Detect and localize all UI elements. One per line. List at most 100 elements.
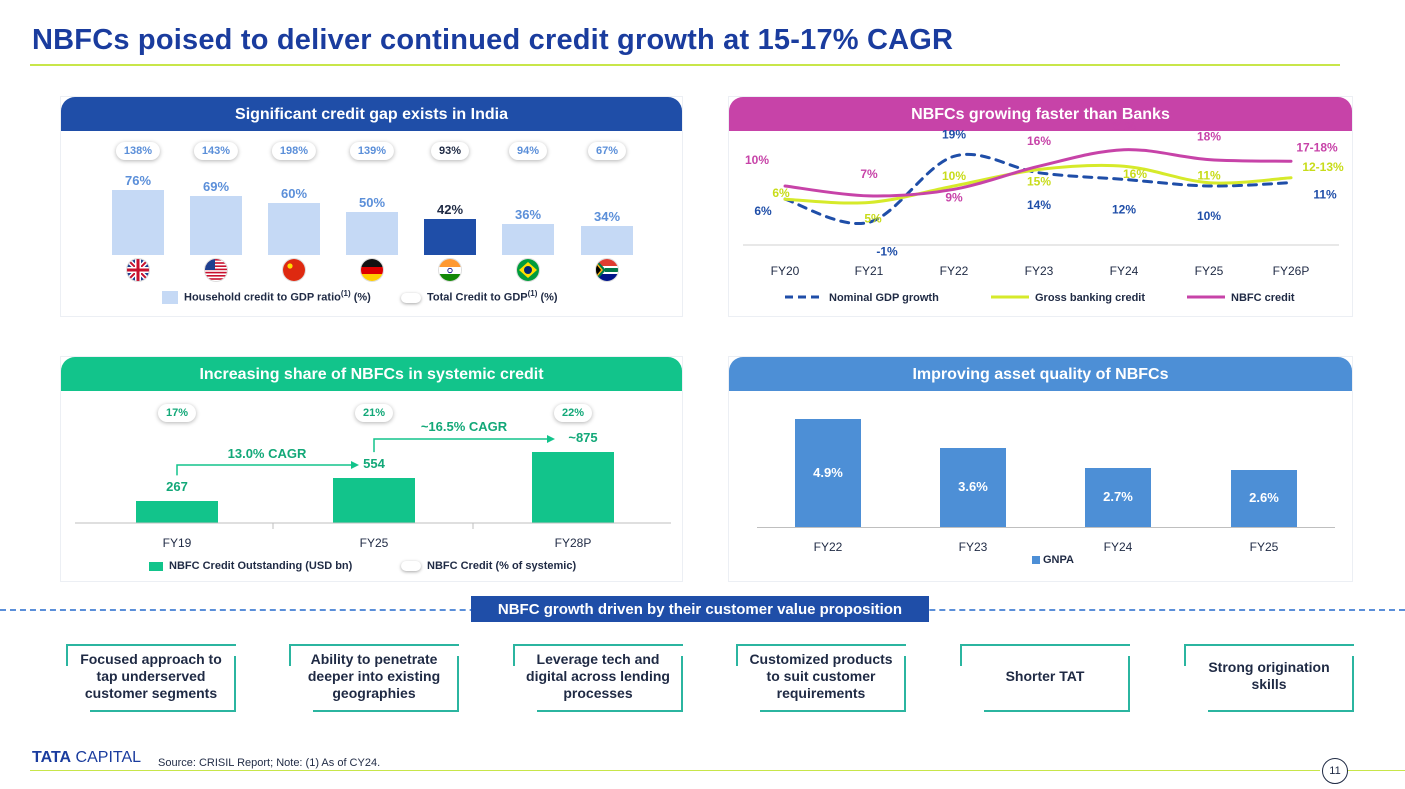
nbfc-credit-bar (333, 478, 415, 523)
nbfc-credit-label: 17-18% (1296, 140, 1338, 154)
household-bar (502, 224, 554, 255)
x-tick-label: FY25 (1249, 540, 1279, 554)
banking-credit-legend-text: Gross banking credit (1035, 292, 1145, 304)
x-tick-label: FY28P (554, 536, 592, 550)
legend-household: Household credit to GDP ratio(1) (%) (162, 289, 371, 305)
gnpa-value-label: 2.6% (1249, 490, 1279, 506)
footer-rule-right (1347, 770, 1405, 771)
share-chart: 267 17% FY19 554 21% FY25 ~875 22% FY28P 13.0% CA… (61, 357, 682, 581)
banking-credit-label: 6% (772, 186, 790, 200)
vp-card-left-border (289, 644, 291, 666)
household-value-label: 34% (593, 208, 621, 224)
gdp-growth-label: 11% (1313, 188, 1337, 202)
vp-card-top-border (513, 644, 683, 646)
source-note: Source: CRISIL Report; Note: (1) As of C… (158, 757, 381, 769)
gdp-growth-label: 6% (754, 204, 772, 218)
nbfc-credit-value-label: 267 (166, 479, 188, 495)
vp-card-right-border (234, 656, 236, 712)
vp-card-top-border (960, 644, 1130, 646)
x-tick-label: FY25 (1195, 264, 1224, 278)
page-number: 11 (1322, 758, 1348, 784)
logo-bold: TATA (32, 749, 72, 766)
vp-card-bottom-border (90, 710, 236, 712)
total-credit-label: 198% (271, 142, 317, 160)
total-credit-label: 94% (508, 142, 548, 160)
asset-chart: 4.9% FY22 3.6% FY23 2.7% FY24 2.6% FY25 GNPA (729, 357, 1352, 581)
value-prop-card: Ability to penetrate deeper into existin… (289, 644, 459, 712)
nbfc-credit-bar (532, 452, 614, 523)
vp-card-right-border (681, 656, 683, 712)
legend-household-swatch (162, 291, 178, 305)
asset-panel: Improving asset quality of NBFCs 4.9% FY2… (728, 356, 1353, 582)
x-tick-label: FY23 (958, 540, 988, 554)
footer-rule (30, 770, 1320, 771)
value-prop-text: Strong origination skills (1208, 659, 1330, 692)
banking-credit-label: 10% (942, 169, 966, 183)
gdp-growth-label: 12% (1112, 202, 1136, 216)
total-credit-label: 143% (193, 142, 239, 160)
legend-credit-text: NBFC Credit Outstanding (USD bn) (169, 560, 353, 572)
cagr-arrow-2 (373, 438, 547, 453)
legend-total-swatch (401, 292, 421, 303)
vp-card-right-border (457, 656, 459, 712)
gnpa-value-label: 2.7% (1103, 489, 1133, 505)
vp-card-left-border (960, 644, 962, 666)
banking-credit-line (783, 163, 1293, 205)
legend-gnpa-swatch (1032, 556, 1040, 565)
vp-card-top-border (736, 644, 906, 646)
household-value-label: 60% (280, 186, 308, 202)
value-prop-card: Focused approach to tap underserved cust… (66, 644, 236, 712)
household-bar (112, 189, 164, 255)
credit-gap-header: Significant credit gap exists in India (61, 97, 682, 131)
legend-systemic-swatch (401, 561, 421, 572)
nbfc-credit-label: 9% (945, 190, 963, 204)
household-bar (581, 225, 633, 255)
legend-systemic-share: NBFC Credit (% of systemic) (401, 560, 576, 572)
total-credit-label: 139% (349, 142, 395, 160)
vp-card-right-border (1128, 656, 1130, 712)
cagr-arrow-1 (176, 464, 351, 476)
total-credit-label: 93% (430, 142, 470, 160)
gnpa-value-label: 3.6% (958, 479, 988, 495)
legend-credit-outstanding: NBFC Credit Outstanding (USD bn) (149, 560, 352, 572)
nbfc-credit-label: 7% (860, 167, 878, 181)
banking-credit-label: 16% (1123, 167, 1147, 181)
credit-gap-panel: Significant credit gap exists in India 7… (60, 96, 683, 317)
india-flag-icon (438, 258, 462, 282)
nbfc-credit-legend-text: NBFC credit (1231, 292, 1295, 304)
vp-card-bottom-border (537, 710, 683, 712)
legend-household-unit: (%) (350, 291, 371, 304)
value-prop-card: Leverage tech and digital across lending… (513, 644, 683, 712)
cagr-label-1: 13.0% CAGR (227, 446, 307, 461)
household-value-label: 69% (202, 178, 230, 194)
legend-total-text: Total Credit to GDP (427, 291, 528, 304)
growth-panel: NBFCs growing faster than Banks 6% -1% 19%… (728, 96, 1353, 317)
vp-card-bottom-border (760, 710, 906, 712)
gnpa-value-label: 4.9% (813, 465, 843, 481)
value-prop-text: Leverage tech and digital across lending… (526, 650, 670, 701)
x-tick-label: FY24 (1103, 540, 1133, 554)
nbfc-credit-label: 21% (1112, 120, 1136, 134)
banking-credit-label: 15% (1027, 175, 1051, 189)
household-value-label: 50% (358, 195, 386, 210)
household-bar (424, 218, 476, 255)
gdp-growth-label: 14% (1027, 198, 1051, 212)
systemic-share-label: 17% (157, 404, 197, 422)
gnpa-bar (795, 419, 861, 527)
brazil-flag-icon (516, 258, 540, 282)
vp-card-top-border (66, 644, 236, 646)
x-tick-label: FY19 (162, 536, 192, 550)
nbfc-credit-value-label: ~875 (568, 430, 598, 446)
uk-flag-icon (126, 258, 150, 282)
legend-credit-swatch (149, 561, 163, 571)
legend-total: Total Credit to GDP(1) (%) (401, 289, 558, 304)
banking-credit-label: 12-13% (1302, 160, 1344, 174)
cagr-label-2: ~16.5% CAGR (420, 419, 508, 434)
nbfc-credit-label: 10% (745, 153, 769, 167)
usa-flag-icon (204, 258, 228, 282)
household-bar (190, 195, 242, 255)
value-prop-card: Strong origination skills (1184, 644, 1354, 712)
vp-card-left-border (66, 644, 68, 666)
legend-gnpa-text: GNPA (1043, 554, 1074, 566)
x-tick-label: FY22 (940, 264, 969, 278)
